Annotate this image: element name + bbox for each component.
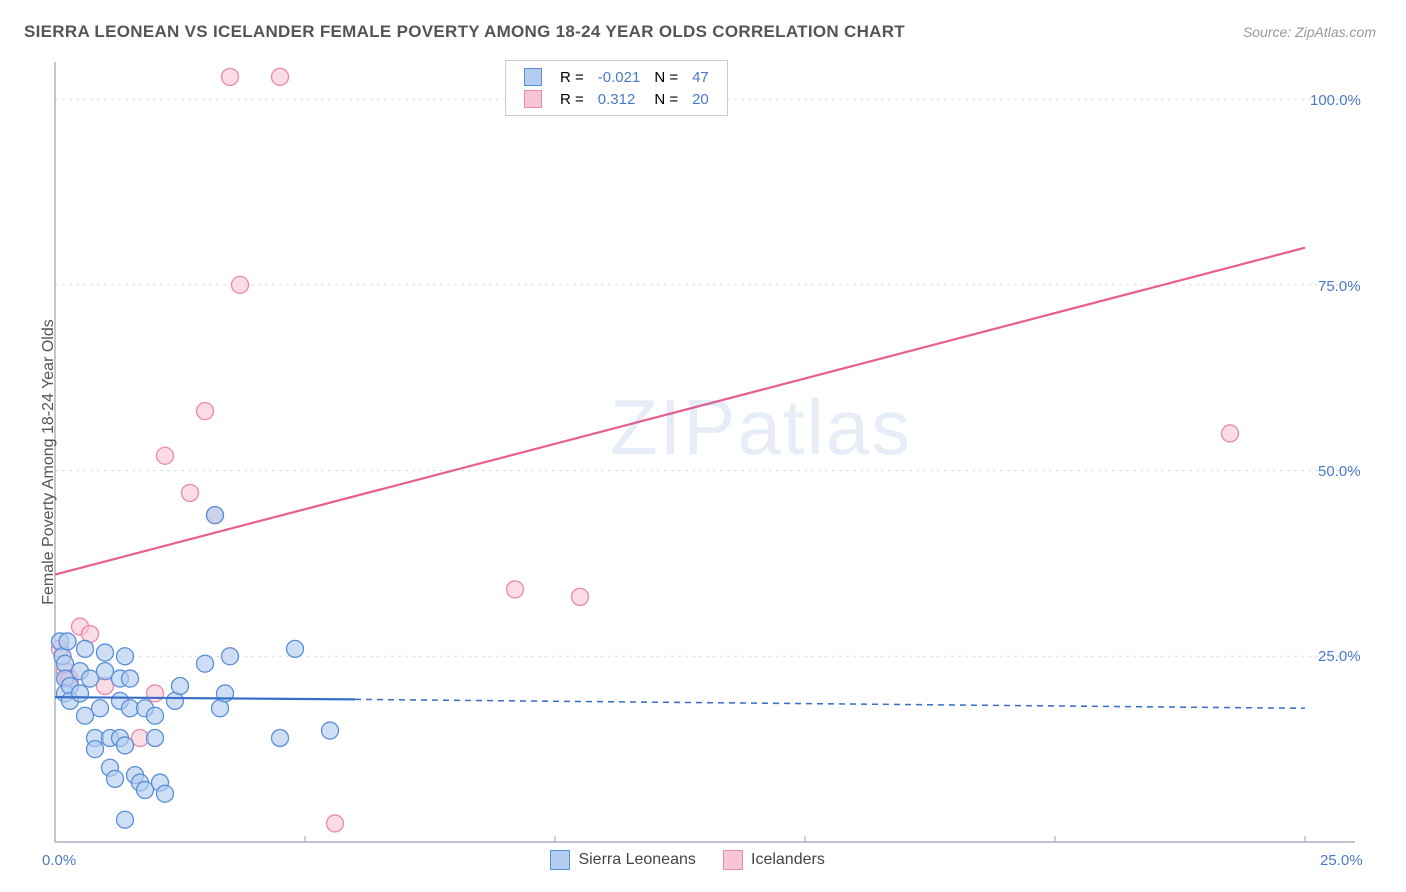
- stats-row-series2: R = 0.312 N = 20: [518, 89, 715, 109]
- legend-label-series1: Sierra Leoneans: [578, 851, 695, 868]
- n-value-series2: 20: [686, 89, 715, 109]
- source-label: Source: ZipAtlas.com: [1243, 24, 1376, 40]
- bottom-legend: Sierra Leoneans Icelanders: [550, 850, 825, 870]
- stats-legend: R = -0.021 N = 47 R = 0.312 N = 20: [505, 60, 728, 116]
- n-value-series1: 47: [686, 67, 715, 87]
- stats-row-series1: R = -0.021 N = 47: [518, 67, 715, 87]
- r-label: R =: [554, 89, 590, 109]
- legend-label-series2: Icelanders: [751, 851, 825, 868]
- x-tick-25: 25.0%: [1320, 852, 1363, 869]
- x-tick-0: 0.0%: [42, 852, 76, 869]
- scatter-chart: [50, 62, 1370, 842]
- r-label: R =: [554, 67, 590, 87]
- y-tick-25: 25.0%: [1318, 648, 1361, 665]
- chart-title: SIERRA LEONEAN VS ICELANDER FEMALE POVER…: [24, 22, 905, 42]
- r-value-series1: -0.021: [592, 67, 647, 87]
- r-value-series2: 0.312: [592, 89, 647, 109]
- y-tick-50: 50.0%: [1318, 463, 1361, 480]
- legend-swatch-series2: [524, 90, 542, 108]
- y-tick-100: 100.0%: [1310, 92, 1361, 109]
- y-axis-label: Female Poverty Among 18-24 Year Olds: [40, 319, 58, 605]
- legend-swatch-series1: [524, 68, 542, 86]
- n-label: N =: [648, 89, 684, 109]
- n-label: N =: [648, 67, 684, 87]
- y-tick-75: 75.0%: [1318, 278, 1361, 295]
- legend-swatch-series1: [550, 850, 570, 870]
- legend-swatch-series2: [723, 850, 743, 870]
- plot-area: Female Poverty Among 18-24 Year Olds ZIP…: [50, 62, 1370, 842]
